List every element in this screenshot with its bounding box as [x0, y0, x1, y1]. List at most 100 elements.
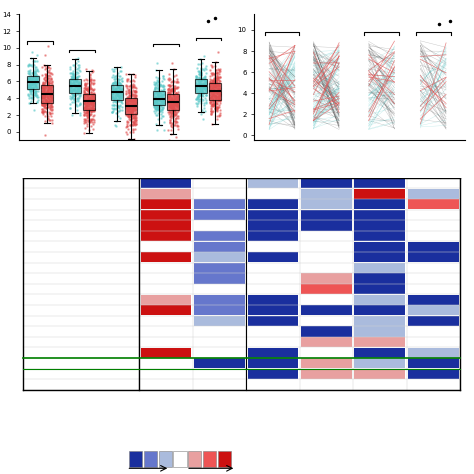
Point: [128, 104, 136, 111]
Point: [202, 88, 210, 95]
Point: [45, 89, 52, 96]
Point: [67, 75, 75, 82]
Point: [88, 92, 96, 100]
Point: [118, 94, 125, 101]
Point: [89, 98, 96, 105]
Point: [87, 79, 94, 87]
Point: [117, 87, 124, 95]
Point: [90, 79, 98, 87]
Point: [90, 95, 97, 103]
Point: [124, 101, 131, 109]
Point: [70, 71, 77, 79]
Point: [213, 81, 221, 89]
Point: [133, 92, 140, 100]
Point: [45, 86, 52, 93]
Point: [90, 95, 98, 103]
Point: [126, 88, 134, 95]
Point: [84, 94, 92, 102]
Bar: [408, 316, 459, 326]
Point: [83, 96, 91, 104]
Point: [207, 94, 214, 101]
Point: [45, 80, 52, 88]
Point: [31, 79, 39, 86]
Point: [194, 95, 201, 102]
Point: [123, 110, 130, 118]
Point: [43, 98, 50, 105]
Point: [210, 82, 218, 89]
Point: [211, 83, 219, 91]
Point: [201, 82, 208, 89]
Point: [129, 126, 137, 134]
Point: [126, 103, 134, 111]
Point: [33, 75, 40, 82]
Point: [90, 100, 97, 107]
Point: [70, 71, 77, 78]
Point: [215, 80, 223, 88]
Point: [31, 80, 39, 88]
Point: [156, 81, 164, 89]
Point: [47, 82, 55, 90]
Point: [200, 101, 208, 109]
Point: [76, 100, 83, 107]
Point: [129, 114, 137, 122]
Point: [123, 78, 131, 85]
Point: [123, 104, 130, 111]
Point: [208, 79, 216, 87]
Point: [192, 88, 200, 95]
Point: [76, 82, 83, 89]
Point: [110, 105, 118, 112]
Point: [74, 97, 82, 105]
Point: [46, 84, 54, 91]
Point: [84, 102, 92, 110]
Point: [152, 98, 159, 105]
Point: [89, 102, 97, 109]
Point: [201, 64, 209, 72]
Point: [155, 99, 163, 107]
Point: [210, 108, 217, 115]
Point: [213, 94, 220, 102]
Point: [75, 84, 82, 92]
Point: [122, 109, 130, 116]
Point: [27, 76, 34, 83]
Point: [31, 63, 39, 71]
Point: [167, 96, 174, 103]
Point: [28, 87, 36, 94]
Point: [85, 106, 93, 113]
Point: [155, 74, 162, 82]
Point: [109, 79, 117, 86]
Point: [127, 105, 135, 113]
Point: [172, 93, 180, 101]
Point: [201, 82, 209, 89]
Point: [26, 82, 34, 90]
Point: [128, 91, 136, 98]
Point: [174, 102, 182, 109]
Point: [122, 87, 130, 95]
Bar: [247, 305, 298, 315]
Point: [194, 91, 201, 99]
Point: [87, 88, 95, 96]
Point: [89, 100, 96, 107]
Point: [109, 107, 117, 115]
Point: [211, 104, 219, 112]
Point: [211, 86, 219, 94]
Point: [116, 94, 124, 102]
Point: [25, 70, 32, 77]
Point: [87, 99, 95, 106]
Point: [200, 80, 207, 88]
Point: [172, 117, 180, 125]
Bar: [247, 210, 298, 220]
Point: [74, 87, 82, 94]
Point: [150, 78, 158, 86]
Point: [200, 92, 207, 100]
Point: [130, 95, 137, 103]
Point: [202, 85, 210, 93]
Point: [166, 117, 173, 124]
Point: [207, 61, 215, 69]
Point: [131, 121, 138, 128]
Point: [154, 91, 161, 99]
Point: [70, 82, 78, 89]
Point: [132, 88, 139, 95]
Point: [91, 106, 98, 113]
Point: [132, 118, 139, 126]
Point: [82, 81, 90, 88]
